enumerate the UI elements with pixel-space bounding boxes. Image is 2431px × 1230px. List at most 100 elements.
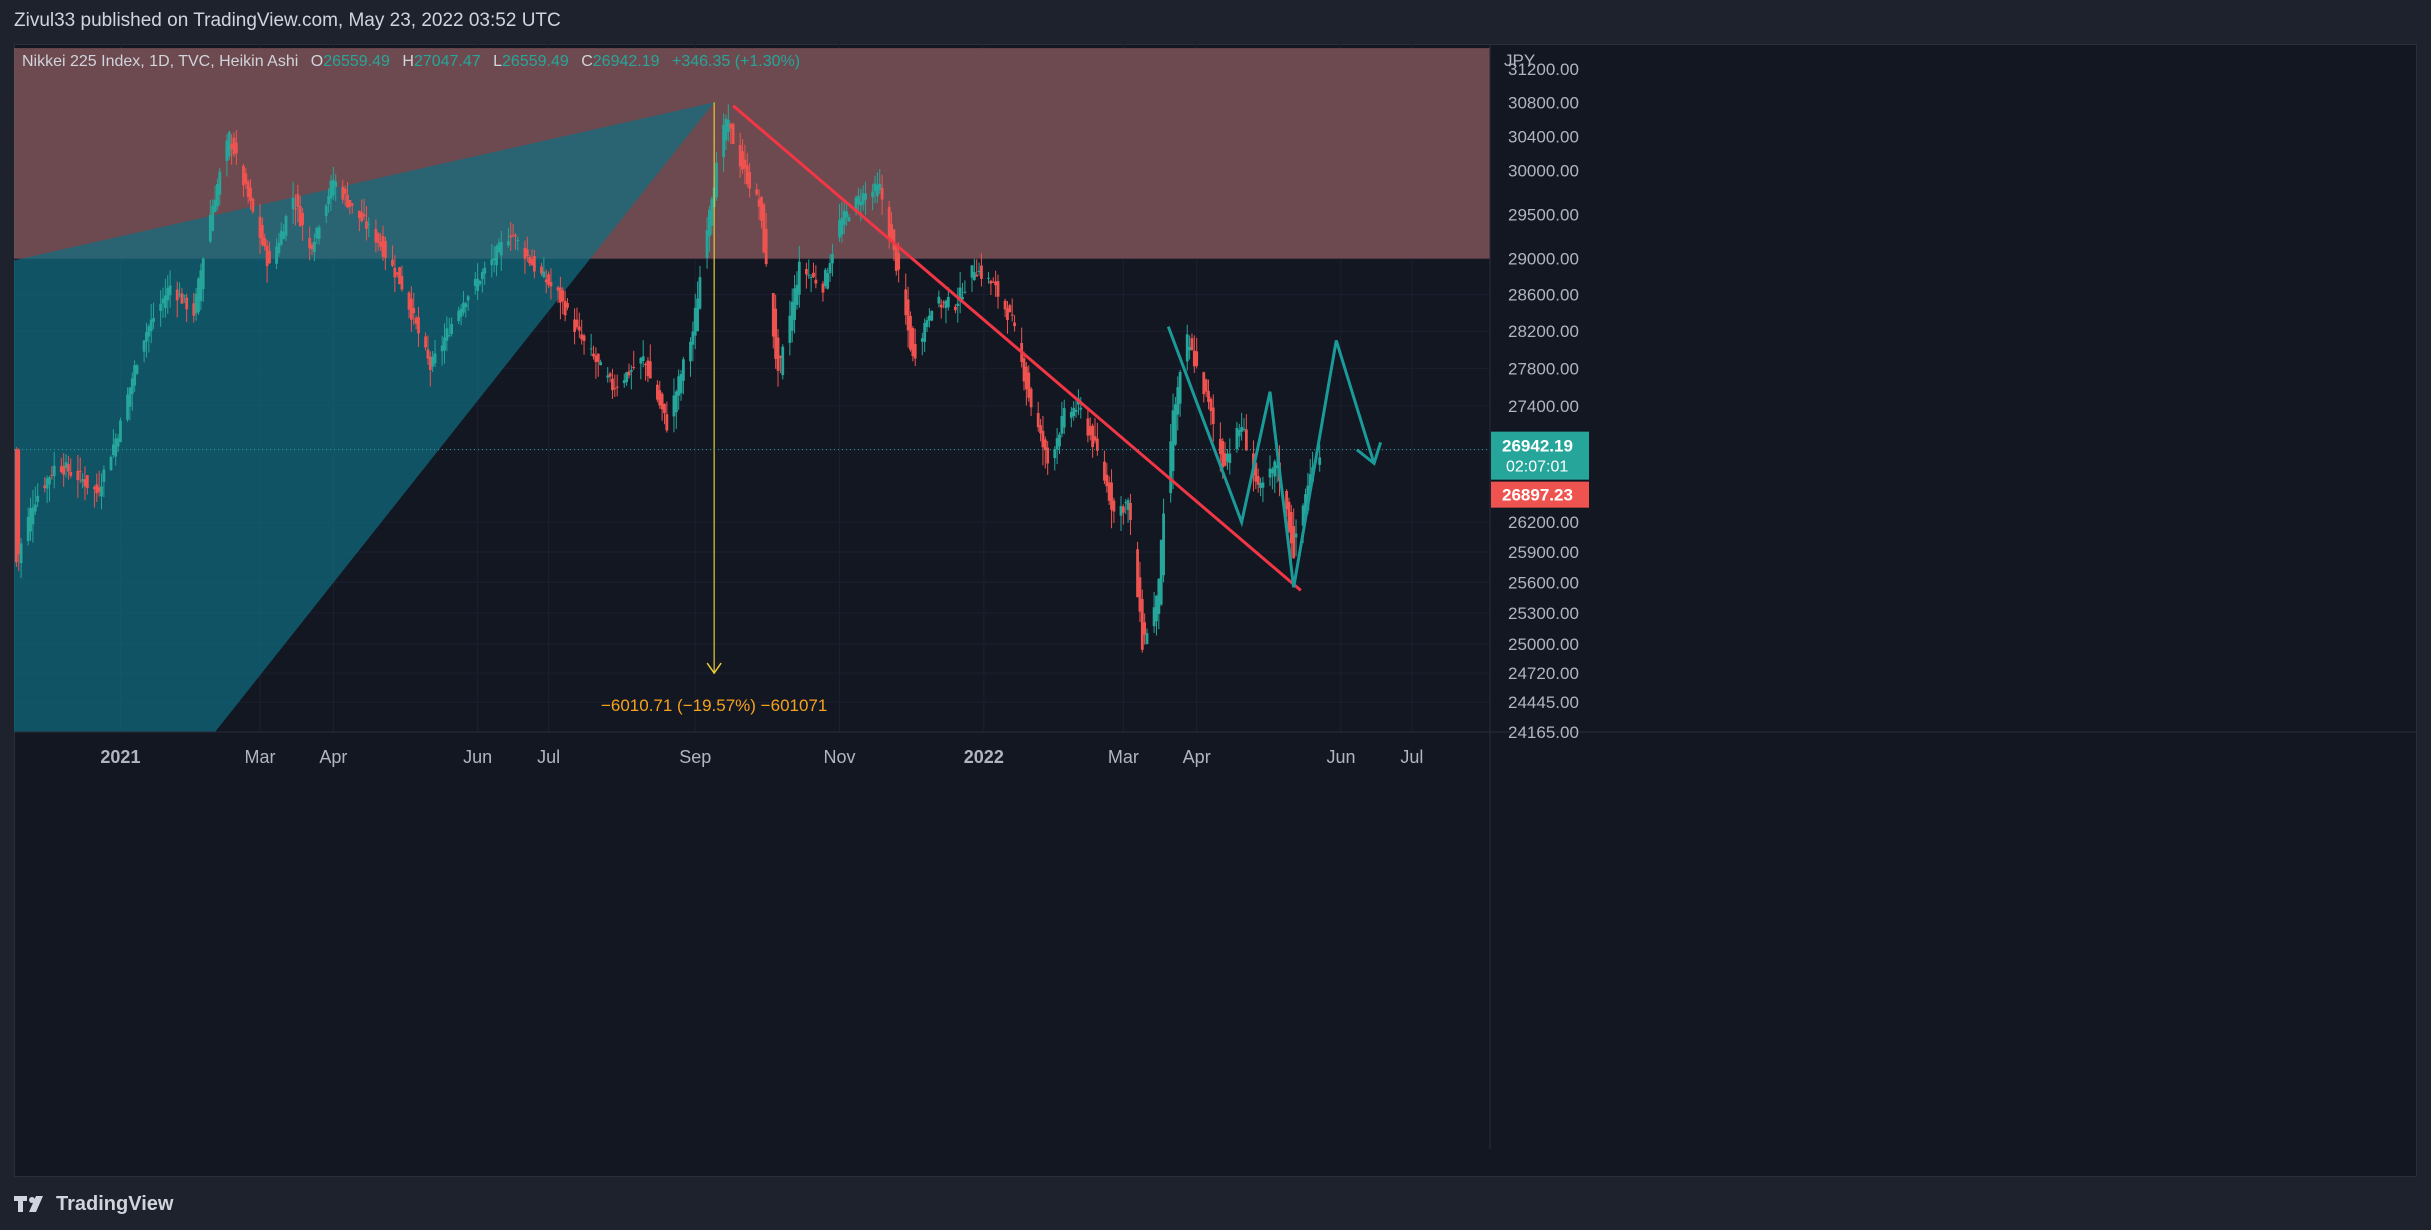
candle-body	[563, 300, 567, 316]
candle-body	[608, 373, 612, 377]
candle-body	[26, 516, 30, 541]
candle-body	[511, 235, 515, 237]
candle-body	[116, 438, 120, 447]
candle-body	[334, 181, 338, 187]
candle-body	[31, 507, 35, 525]
candle-body	[632, 366, 636, 368]
candle-body	[244, 173, 248, 184]
price-tick-label: 25600.00	[1508, 573, 1579, 592]
descending-trendline[interactable]	[732, 104, 1302, 592]
candle-body	[528, 256, 532, 264]
candle-body	[1237, 430, 1241, 437]
time-axis[interactable]: 2021 Mar Apr Jun Jul Sep Nov 2022 Mar Apr Jun Jul	[100, 747, 1423, 767]
tradingview-brand[interactable]: TradingView	[14, 1190, 173, 1218]
candle-body	[977, 270, 981, 272]
candle-body	[809, 276, 813, 278]
candle-body	[871, 191, 875, 198]
candle-body	[726, 119, 730, 133]
price-tick-label: 28600.00	[1508, 286, 1579, 305]
candle-body	[923, 322, 927, 342]
candle-body	[1171, 410, 1175, 472]
candle-body	[1024, 366, 1028, 390]
candle-body	[1008, 305, 1012, 313]
low-label: L	[493, 53, 502, 70]
candle-body	[897, 252, 901, 270]
candle-body	[178, 294, 181, 296]
candle-body	[194, 293, 198, 314]
candle-body	[52, 465, 56, 477]
candle-body	[1107, 482, 1111, 501]
candle-body	[201, 258, 205, 290]
time-tick-label: Nov	[824, 747, 856, 767]
candle-body	[845, 211, 849, 218]
candle-body	[970, 265, 974, 278]
candle-body	[540, 266, 543, 274]
candle-body	[1159, 540, 1163, 605]
candle-body	[331, 179, 335, 196]
time-tick-label: Mar	[1108, 747, 1139, 767]
projection-path[interactable]	[1166, 326, 1376, 588]
candle-body	[185, 297, 189, 310]
candle-body	[1095, 438, 1099, 451]
candle-body	[1304, 494, 1307, 515]
candle-body	[362, 214, 366, 217]
candle-body	[710, 198, 714, 226]
price-chart[interactable]: −6010.71 (−19.57%) −601071 31200.00 30800…	[14, 44, 2417, 1177]
candle-body	[547, 274, 550, 285]
time-tick-label: 2022	[964, 747, 1004, 767]
candle-body	[958, 287, 962, 302]
measure-arrow-head	[706, 662, 722, 675]
candle-body	[525, 249, 529, 257]
candle-body	[745, 165, 749, 184]
candle-body	[473, 279, 477, 287]
candle-body	[691, 331, 695, 345]
candle-body	[393, 267, 397, 278]
publish-bar: Zivul33 published on TradingView.com, Ma…	[0, 0, 2431, 44]
candle-body	[878, 183, 882, 190]
candle-body	[1140, 599, 1144, 650]
candle-body	[478, 281, 482, 285]
candle-body	[111, 444, 115, 456]
candle-body	[1174, 404, 1177, 445]
candle-body	[175, 289, 179, 301]
candle-body	[797, 261, 801, 295]
candle-body	[119, 420, 122, 443]
candle-body	[1029, 388, 1033, 408]
candle-body	[592, 353, 595, 357]
candle-body	[308, 237, 312, 249]
candle-body	[19, 543, 23, 564]
candle-body	[994, 281, 998, 286]
candle-body	[980, 265, 983, 279]
candle-body	[648, 361, 652, 379]
price-axis[interactable]: 31200.00 30800.00 30400.00 30000.00 29500.00…	[1508, 60, 1579, 742]
candle-body	[961, 297, 964, 300]
candle-body	[476, 278, 480, 291]
candle-body	[152, 318, 155, 322]
candle-body	[145, 332, 148, 342]
price-tick-label: 26200.00	[1508, 513, 1579, 532]
candle-body	[480, 272, 484, 280]
candle-body	[310, 244, 314, 250]
candle-body	[1242, 428, 1246, 430]
candle-body	[840, 218, 844, 235]
candle-body	[1086, 418, 1090, 436]
candle-body	[265, 245, 269, 267]
candle-body	[559, 287, 562, 303]
candle-body	[301, 212, 304, 226]
candle-body	[1223, 453, 1227, 466]
candle-body	[166, 287, 170, 301]
other-price-badge: 26897.23	[1491, 481, 1589, 508]
candle-body	[823, 269, 827, 286]
candle-body	[847, 217, 851, 221]
candle-body	[102, 469, 106, 482]
candle-body	[679, 374, 683, 394]
candle-body	[67, 464, 70, 472]
candle-body	[1093, 436, 1097, 441]
candle-body	[641, 356, 645, 362]
candle-body	[1036, 412, 1040, 428]
candle-body	[81, 479, 84, 482]
candle-body	[913, 343, 917, 359]
candle-body	[1119, 505, 1123, 516]
candle-body	[168, 285, 172, 296]
candle-body	[497, 242, 501, 253]
